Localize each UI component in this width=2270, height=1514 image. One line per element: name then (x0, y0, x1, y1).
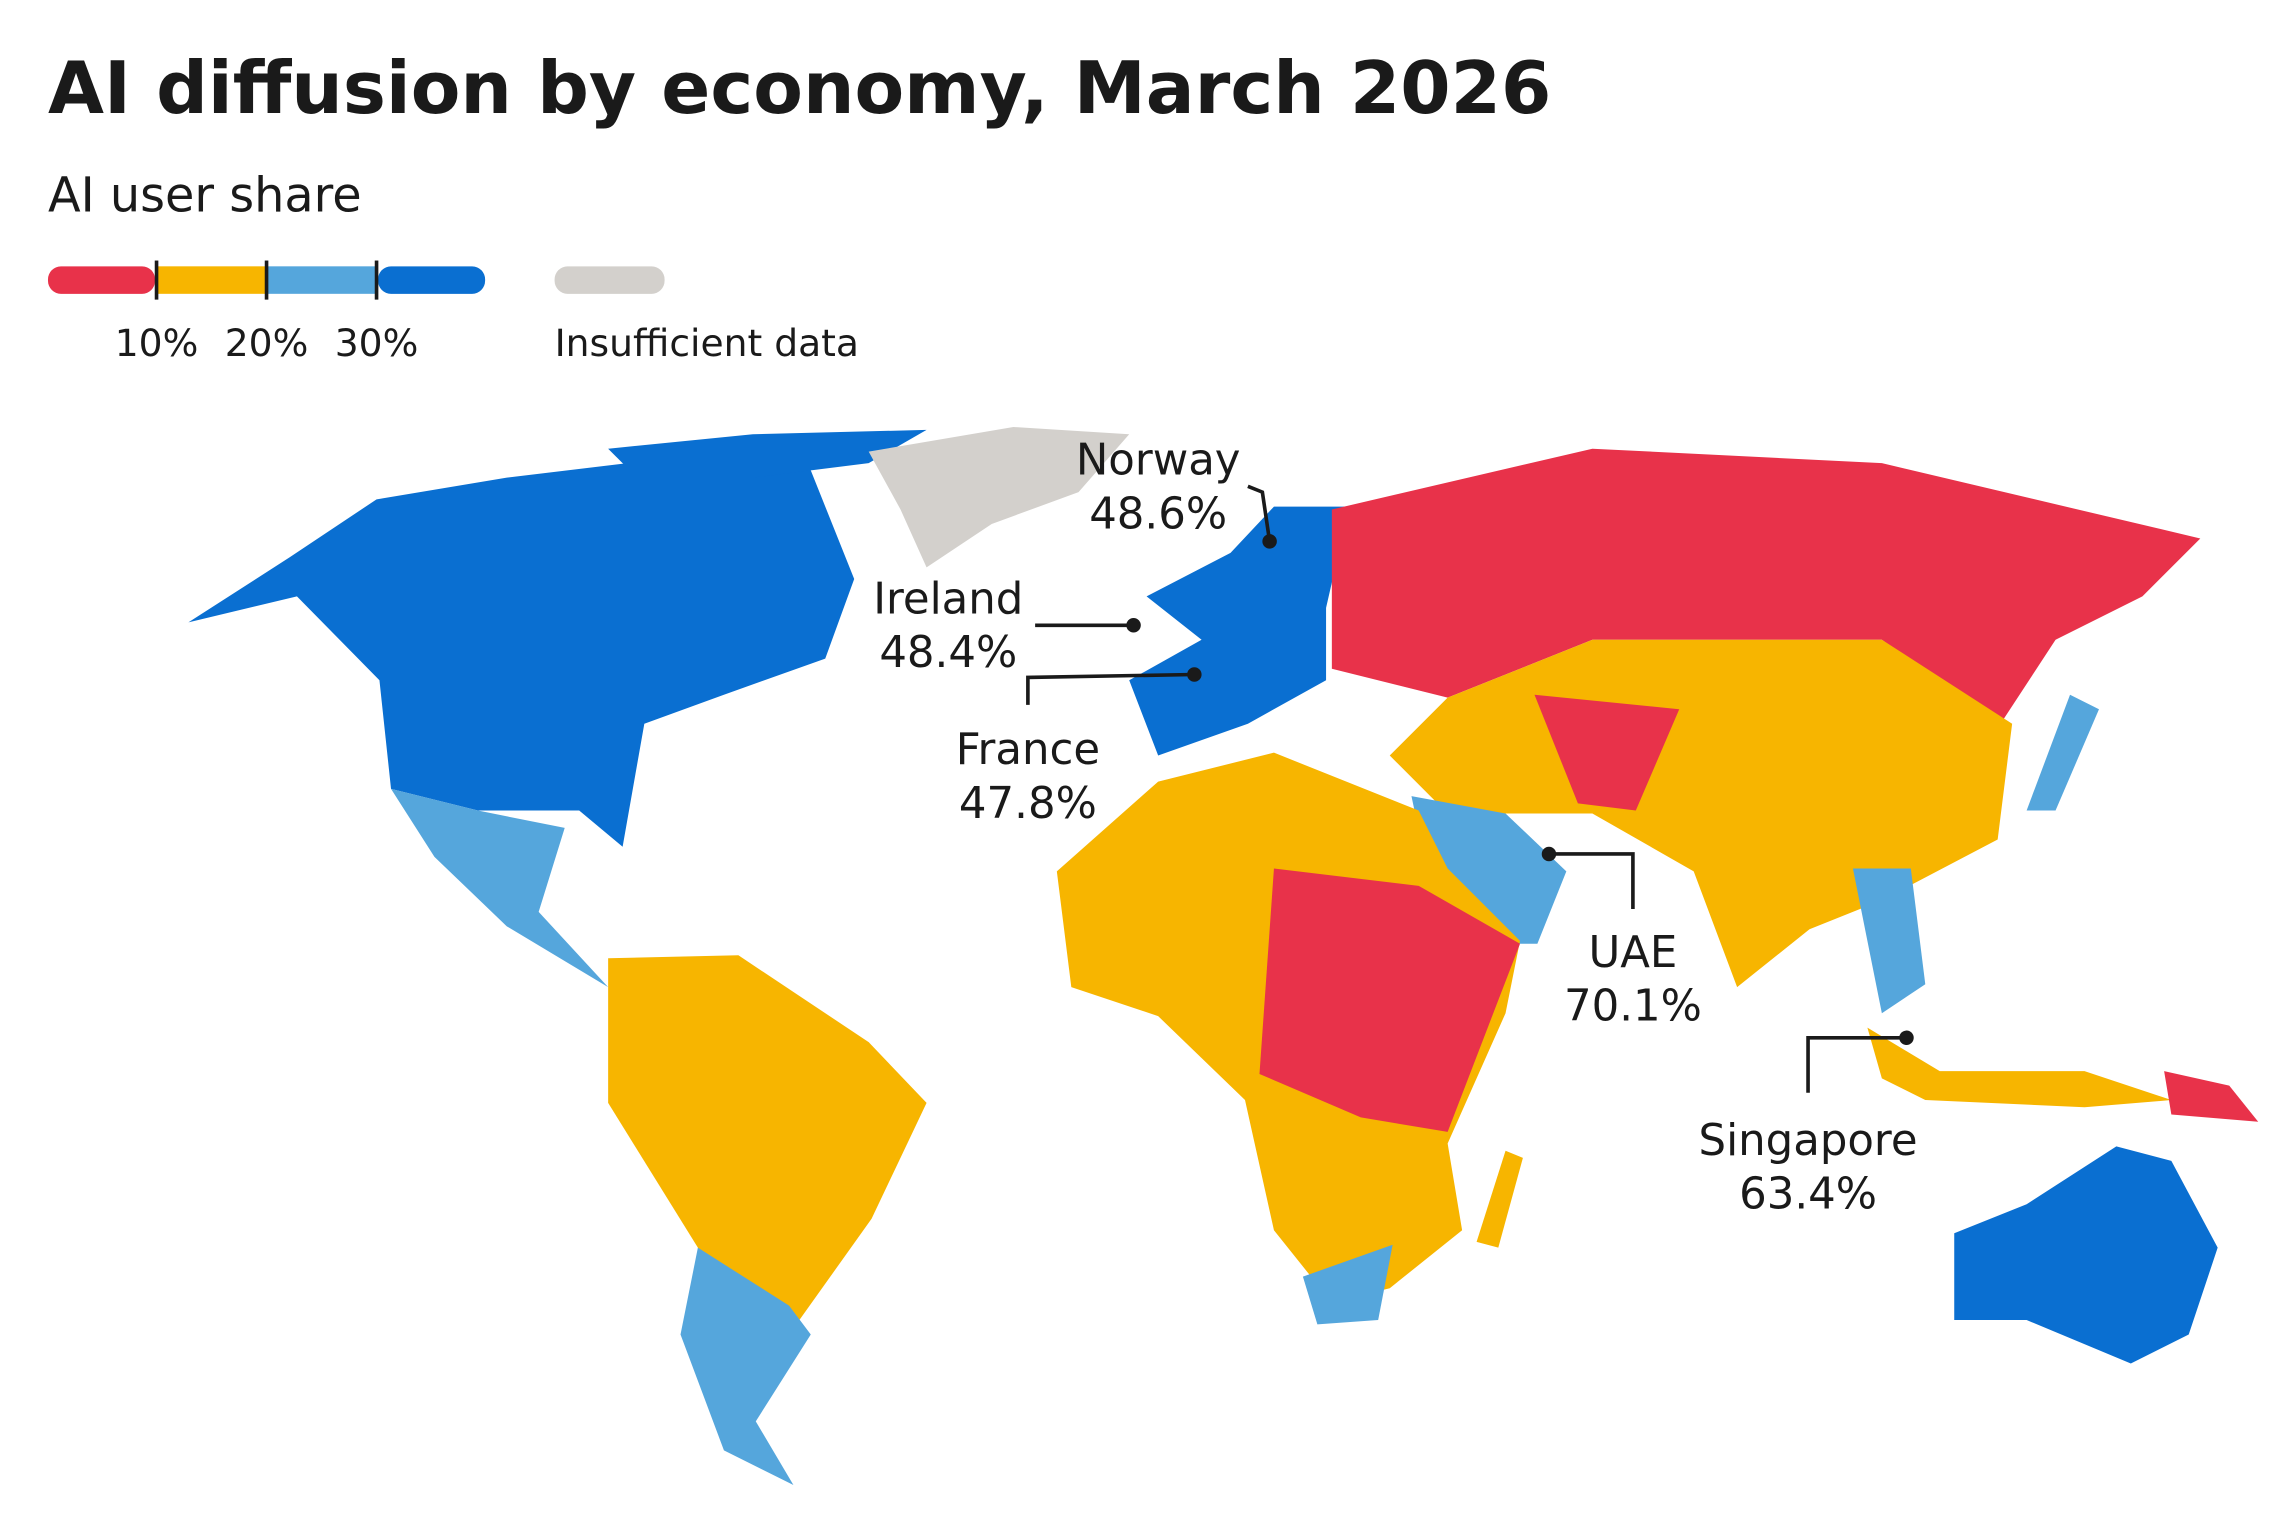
insufficient-label: Insufficient data (555, 321, 859, 365)
central-america (391, 788, 609, 988)
callout-dot (1899, 1030, 1914, 1046)
north-america (188, 460, 855, 847)
madagascar (1476, 1150, 1523, 1248)
callout-leader (1247, 484, 1272, 542)
legend-tick-label: 30% (335, 321, 419, 365)
callout-name: Norway (1076, 436, 1241, 486)
insufficient-swatch (554, 266, 665, 294)
papua (2164, 1071, 2259, 1122)
legend-swatch (378, 266, 486, 294)
callout-leader (1806, 1035, 1907, 1093)
callout-leader (1548, 852, 1635, 909)
canada-islands (608, 429, 927, 478)
south-america (608, 955, 927, 1335)
world-map (188, 426, 2259, 1486)
southeast-asia (1852, 868, 1926, 1014)
callout-dot (1126, 618, 1141, 633)
callout-leader (1026, 672, 1195, 705)
legend: 10% 20% 30% Insufficient data (47, 260, 859, 365)
europe (1129, 506, 1350, 756)
callout-value: 47.8% (959, 779, 1097, 829)
legend-swatch (267, 266, 376, 294)
japan (2026, 694, 2099, 811)
callout-name: Ireland (873, 575, 1023, 625)
africa-central (1259, 868, 1521, 1132)
callout-value: 48.4% (879, 628, 1017, 678)
callout-name: France (956, 725, 1100, 775)
indonesia (1867, 1027, 2172, 1108)
callout-dot (1541, 846, 1557, 862)
callout-value: 70.1% (1564, 981, 1702, 1031)
asia (1389, 639, 2013, 988)
callout-value: 63.4% (1739, 1170, 1877, 1220)
southern-africa (1302, 1244, 1393, 1325)
subtitle: AI user share (48, 168, 362, 223)
legend-tick-label: 10% (115, 321, 199, 365)
title: AI diffusion by economy, March 2026 (48, 47, 1551, 131)
legend-swatch (47, 266, 156, 294)
australia (1954, 1146, 2218, 1364)
greenland (868, 426, 1130, 568)
callout-name: UAE (1588, 928, 1677, 978)
legend-swatch (157, 266, 266, 294)
callout-value: 48.6% (1089, 489, 1227, 539)
legend-tick-label: 20% (225, 321, 309, 365)
russia (1331, 448, 2201, 724)
callout-dot (1262, 534, 1277, 549)
central-asia (1534, 694, 1680, 811)
callout-dot (1187, 667, 1202, 682)
south-america-south (680, 1247, 811, 1486)
callout-name: Singapore (1699, 1116, 1918, 1166)
